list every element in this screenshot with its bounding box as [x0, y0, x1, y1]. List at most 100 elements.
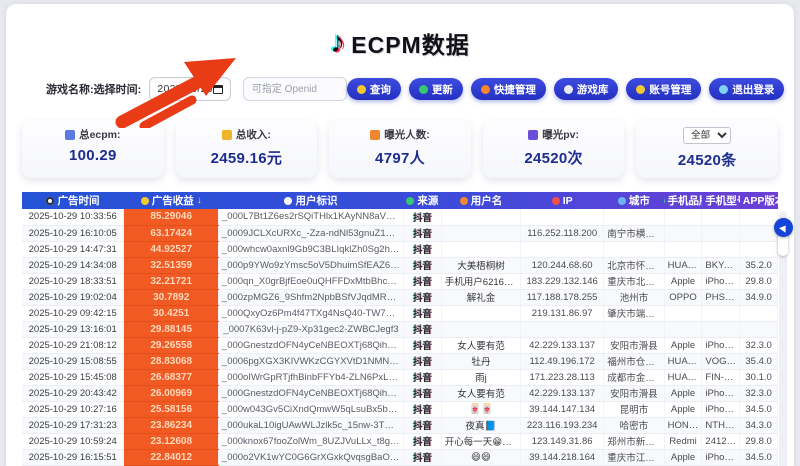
col-ad-revenue[interactable]: 广告收益 ↓ — [124, 192, 218, 209]
cell-source: 抖音 — [403, 225, 442, 242]
col-user-id[interactable]: 用户标识 — [218, 192, 403, 209]
cell-model: iPhone XR — [701, 273, 741, 290]
account-manage-button[interactable]: 账号管理 — [626, 78, 702, 100]
stat-card-total-ecpm: 总ecpm: 100.29 — [22, 120, 164, 178]
logout-button[interactable]: 退出登录 — [709, 78, 785, 100]
cell-userid: _0007K63vl-j-pZ9-Xp31gec2-ZWBCJegf3 — [218, 321, 405, 338]
cell-ip — [520, 241, 605, 258]
stat-card-total-revenue: 总收入: 2459.16元 — [175, 120, 318, 178]
cell-userid: _000w043Gv5CiXndQmwW5qLsuBx5bG87YnRj — [218, 401, 405, 418]
col-phone-model[interactable]: 手机型号 — [701, 192, 740, 209]
refresh-button[interactable]: 更新 — [408, 78, 463, 100]
cell-time: 2025-10-29 18:33:51 — [22, 273, 125, 290]
query-button[interactable]: 查询 — [346, 78, 401, 100]
stat-card-exposure-pv: 曝光pv: 24520次 — [482, 120, 625, 178]
scrollbar-thumb[interactable] — [778, 222, 788, 256]
cell-revenue: 32.51359 — [123, 257, 219, 274]
col-ip[interactable]: IP — [521, 192, 604, 209]
cell-model: VOG-AL10 — [701, 353, 741, 370]
cell-source: 抖音 — [403, 305, 442, 322]
range-select[interactable]: 全部 — [683, 127, 732, 144]
username-icon — [459, 196, 468, 205]
cell-revenue: 23.12608 — [123, 433, 219, 450]
time-label: 选择时间: — [93, 84, 142, 96]
cell-brand: OPPO — [664, 289, 703, 306]
cell-appversion: 34.9.0 — [739, 289, 778, 306]
cell-city — [603, 209, 665, 226]
game-library-button[interactable]: 游戏库 — [553, 78, 619, 100]
cell-time: 2025-10-29 14:47:31 — [22, 241, 125, 258]
cell-ip: 117.188.178.255 — [520, 289, 605, 306]
openid-input[interactable] — [242, 77, 347, 101]
cell-brand: Redmi — [664, 433, 703, 450]
cell-time: 2025-10-29 15:08:55 — [22, 353, 125, 370]
cell-username: 🀄🀄 — [441, 401, 522, 418]
cell-source: 抖音 — [403, 241, 442, 258]
cell-brand: HUAWEI — [664, 353, 703, 370]
cell-brand — [664, 225, 703, 242]
table-row: 2025-10-29 15:45:08 26.68377 _000oIWrGpRTj… — [22, 369, 778, 386]
cell-city — [603, 241, 665, 258]
cell-source: 抖音 — [403, 385, 442, 402]
cell-city: 哈密市 — [603, 417, 665, 434]
cell-source: 抖音 — [403, 273, 442, 290]
cell-userid: _000GnestzdOFN4yCeNBEOXTj68QihLD3U7 — [218, 337, 405, 354]
cell-appversion: 34.3.0 — [739, 417, 778, 434]
col-source[interactable]: 来源 — [404, 192, 442, 209]
table-row: 2025-10-29 19:02:04 30.7892 _000zpMGZ6_9Sh… — [22, 289, 778, 306]
cell-revenue: 44.92527 — [123, 241, 219, 258]
cell-source: 抖音 — [403, 289, 442, 306]
cell-userid: _000whcw0axnl9Gb9C3BLIqklZh0Sg2h7Mw — [218, 241, 405, 258]
col-city[interactable]: 城市 — [604, 192, 664, 209]
shortcut-manage-button[interactable]: 快捷管理 — [470, 78, 546, 100]
cell-model — [701, 321, 741, 338]
col-ad-time[interactable]: 广告时间 — [22, 192, 124, 209]
money-bag-icon — [140, 196, 149, 205]
cell-appversion: 35.2.0 — [739, 257, 778, 274]
table-row: 2025-10-29 21:08:12 29.26558 _000GnestzdOF… — [22, 337, 778, 354]
cell-ip: 171.223.28.113 — [520, 369, 605, 386]
cell-appversion: 30.1.0 — [739, 369, 778, 386]
scrollbar-track[interactable] — [779, 211, 787, 466]
cell-userid: _000zpMGZ6_9Shfm2NpbBSfVJqdMRmHSe-fi — [218, 289, 405, 306]
sort-desc-icon[interactable]: ↓ — [196, 195, 202, 206]
date-picker[interactable]: 2025/10/29 — [149, 77, 231, 101]
cell-userid: _000L7Bt1Z6es2rSQiTHlx1KAyNN8aVnzFWM — [218, 209, 405, 226]
cell-ip: 120.244.68.60 — [520, 257, 605, 274]
cell-revenue: 30.4251 — [123, 305, 219, 322]
cell-userid: _000qn_X0grBjfEoe0uQHFFDxMtbBhcDbKNu — [218, 273, 405, 290]
col-username[interactable]: 用户名 — [441, 192, 520, 209]
cell-ip: 223.116.193.234 — [520, 417, 605, 434]
cell-ip: 112.49.196.172 — [520, 353, 605, 370]
source-icon — [406, 196, 415, 205]
table-header-row: 广告时间 广告收益 ↓ 用户标识 来源 — [22, 192, 778, 209]
cell-username: 雨j — [441, 369, 522, 386]
cell-username — [441, 225, 522, 242]
cell-brand — [664, 305, 703, 322]
cell-brand — [664, 321, 703, 338]
cell-username — [441, 209, 522, 226]
cell-username: 解礼金 — [441, 289, 522, 306]
cell-ip: 219.131.86.97 — [520, 305, 605, 322]
cell-time: 2025-10-29 17:31:23 — [22, 417, 125, 434]
cell-model: NTH-AN00 — [701, 417, 741, 434]
cell-userid: _000ukaL10igUAwWLJzlk5c_15nw-3TN2qZ — [218, 417, 405, 434]
cell-city: 池州市 — [603, 289, 665, 306]
cell-time: 2025-10-29 09:42:15 — [22, 305, 125, 322]
filter-toolbar: 游戏名称: 选择时间: 2025/10/29 查询 更新 — [46, 58, 785, 128]
table-row: 2025-10-29 10:27:16 25.58156 _000w043Gv5Ci… — [22, 401, 778, 418]
cell-appversion: 29.8.0 — [739, 273, 778, 290]
cell-ip: 116.252.118.200 — [520, 225, 605, 242]
scroll-top-button[interactable] — [774, 218, 793, 237]
cell-ip — [520, 209, 605, 226]
chart-icon — [65, 129, 76, 140]
cell-model: PHS110 — [701, 289, 741, 306]
cell-city: 重庆市江北区 — [603, 449, 665, 466]
ecpm-table: 广告时间 广告收益 ↓ 用户标识 来源 — [22, 192, 778, 466]
col-phone-brand[interactable]: 手机品牌 — [664, 192, 702, 209]
total-ecpm-value: 100.29 — [68, 147, 117, 164]
cell-city: 北京市怀柔区 — [603, 257, 665, 274]
cell-brand: HUAWEI — [664, 257, 703, 274]
col-app-version[interactable]: APP版本 — [739, 192, 778, 209]
cell-appversion: 34.5.0 — [739, 449, 778, 466]
